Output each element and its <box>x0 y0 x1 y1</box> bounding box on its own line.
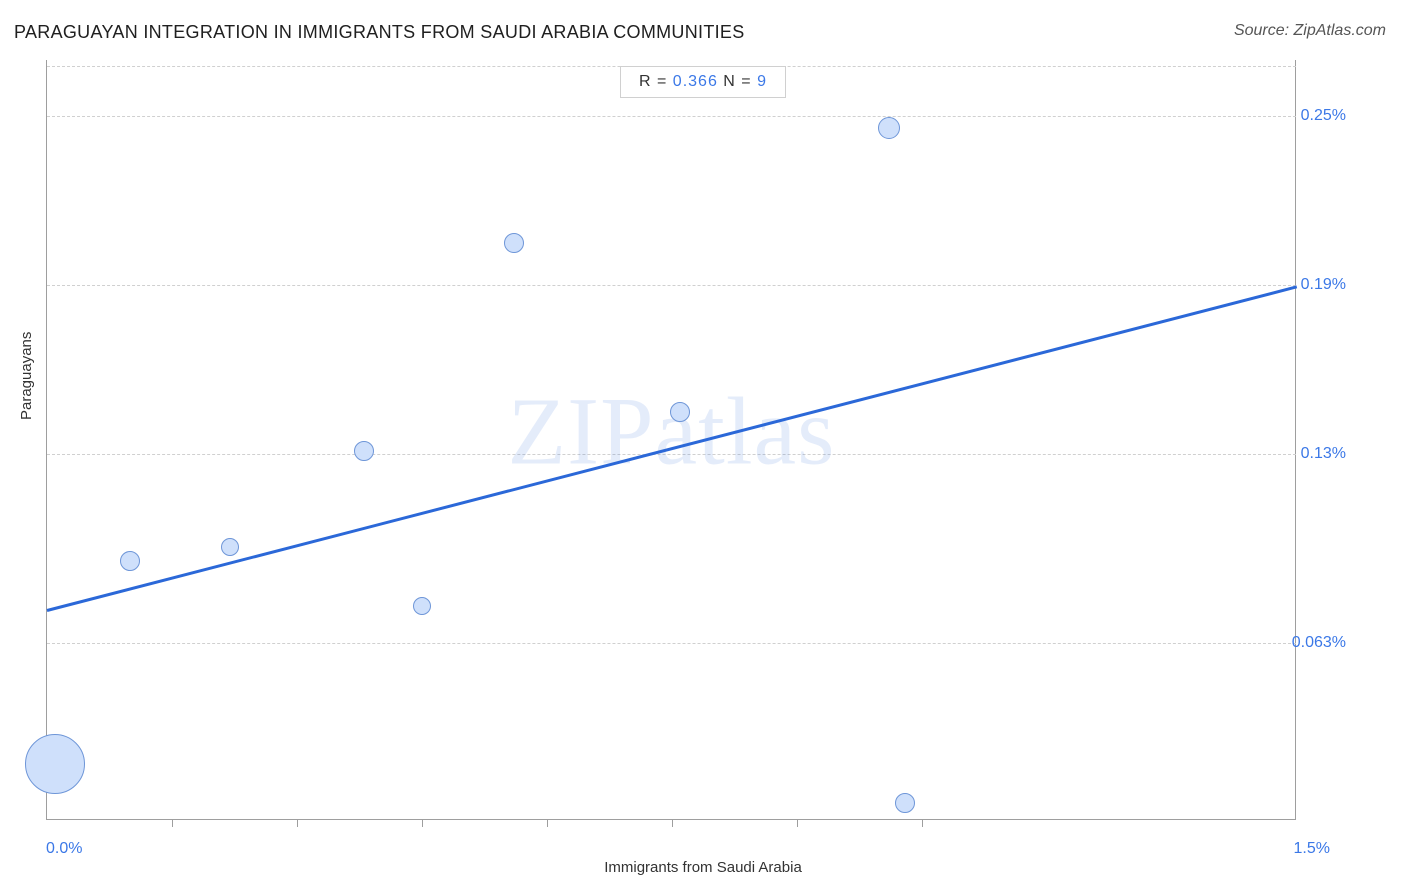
gridline <box>47 285 1296 286</box>
n-label: N = <box>718 73 757 90</box>
x-axis-max: 1.5% <box>1294 840 1330 858</box>
data-point <box>120 551 140 571</box>
data-point <box>25 734 85 794</box>
data-point <box>413 597 431 615</box>
data-point <box>670 402 690 422</box>
r-value: 0.366 <box>673 73 718 90</box>
x-axis-min: 0.0% <box>46 840 82 858</box>
watermark-zip: ZIP <box>508 377 655 484</box>
data-point <box>895 793 915 813</box>
source-attribution: Source: ZipAtlas.com <box>1234 22 1386 40</box>
data-point <box>354 441 374 461</box>
trend-line <box>47 285 1298 612</box>
x-tick <box>797 819 798 827</box>
chart-title: PARAGUAYAN INTEGRATION IN IMMIGRANTS FRO… <box>14 22 745 43</box>
data-point <box>878 117 900 139</box>
x-axis-label: Immigrants from Saudi Arabia <box>0 859 1406 876</box>
x-tick <box>422 819 423 827</box>
y-tick-label: 0.063% <box>1292 634 1346 652</box>
x-tick <box>172 819 173 827</box>
plot-right-border <box>1295 60 1296 819</box>
x-tick <box>672 819 673 827</box>
data-point <box>504 233 524 253</box>
r-label: R = <box>639 73 673 90</box>
y-tick-label: 0.25% <box>1301 107 1346 125</box>
y-tick-label: 0.13% <box>1301 445 1346 463</box>
x-tick <box>297 819 298 827</box>
chart-container: PARAGUAYAN INTEGRATION IN IMMIGRANTS FRO… <box>0 0 1406 892</box>
x-tick <box>547 819 548 827</box>
y-axis-label: Paraguayans <box>18 332 35 420</box>
x-tick <box>922 819 923 827</box>
data-point <box>221 538 239 556</box>
watermark: ZIPatlas <box>508 375 836 486</box>
gridline <box>47 116 1296 117</box>
y-tick-label: 0.19% <box>1301 276 1346 294</box>
stats-legend: R = 0.366 N = 9 <box>620 66 786 98</box>
n-value: 9 <box>757 73 767 90</box>
plot-area: ZIPatlas <box>46 60 1296 820</box>
gridline <box>47 643 1296 644</box>
